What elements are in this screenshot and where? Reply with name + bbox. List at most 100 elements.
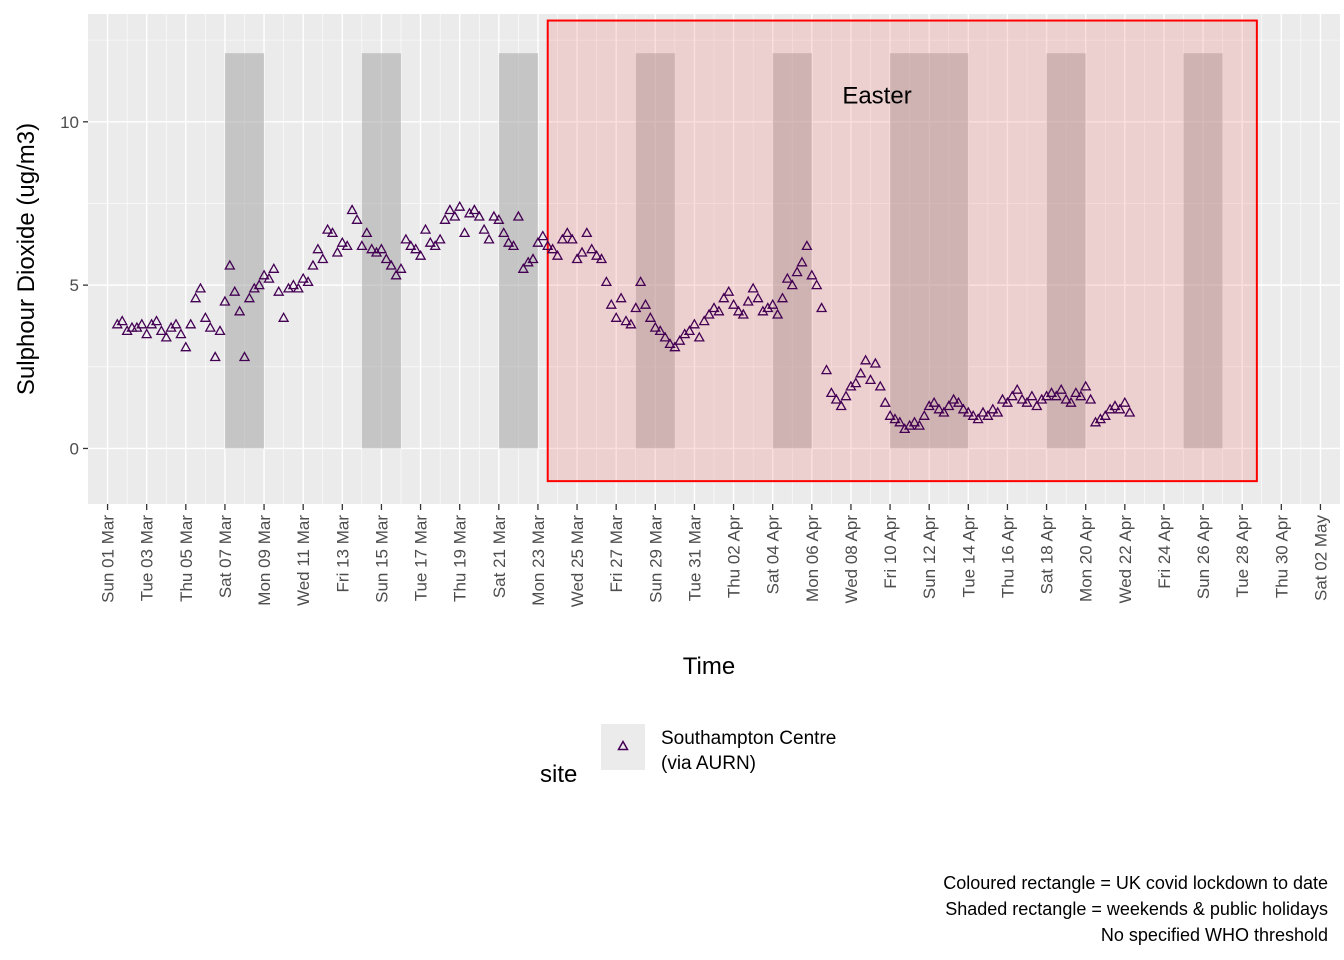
data-point bbox=[776, 292, 789, 303]
data-point bbox=[757, 305, 769, 316]
data-point bbox=[742, 295, 754, 306]
data-point bbox=[522, 256, 534, 267]
data-point bbox=[1021, 396, 1033, 407]
data-point bbox=[229, 285, 241, 296]
x-tick-label: Mon 23 Mar bbox=[529, 515, 548, 606]
data-point bbox=[551, 249, 564, 260]
data-point bbox=[566, 233, 578, 244]
data-point bbox=[537, 230, 549, 241]
data-point bbox=[424, 236, 436, 247]
x-axis-title: Time bbox=[683, 653, 735, 680]
data-point bbox=[204, 321, 216, 332]
data-point bbox=[586, 243, 598, 254]
data-point bbox=[346, 204, 358, 215]
data-point bbox=[786, 279, 798, 290]
legend-key bbox=[601, 724, 645, 770]
data-point bbox=[610, 311, 622, 322]
data-point bbox=[317, 253, 329, 264]
data-point bbox=[209, 351, 221, 362]
data-point bbox=[634, 276, 647, 287]
data-point bbox=[312, 243, 324, 254]
data-point bbox=[375, 243, 388, 254]
data-point bbox=[483, 233, 495, 244]
data-point bbox=[771, 308, 784, 319]
shaded-periods bbox=[224, 53, 1223, 449]
legend: site Southampton Centre (via AURN) bbox=[540, 724, 836, 788]
data-point bbox=[669, 341, 681, 352]
data-point bbox=[708, 302, 720, 313]
data-point bbox=[116, 315, 128, 326]
data-point bbox=[473, 210, 485, 221]
data-point bbox=[703, 308, 715, 319]
data-point bbox=[380, 253, 392, 264]
note-who: No specified WHO threshold bbox=[1101, 925, 1328, 945]
data-point bbox=[189, 292, 202, 303]
data-point bbox=[928, 396, 940, 407]
x-tick-label: Sat 04 Apr bbox=[764, 515, 783, 595]
data-point bbox=[248, 282, 260, 293]
x-tick-label: Sun 12 Apr bbox=[920, 515, 939, 599]
data-point bbox=[840, 390, 852, 401]
data-point bbox=[429, 240, 441, 251]
data-point bbox=[806, 269, 818, 280]
data-point bbox=[273, 285, 285, 296]
shaded-period-7 bbox=[1183, 53, 1223, 449]
data-point bbox=[434, 233, 446, 244]
data-point bbox=[219, 295, 231, 306]
data-point bbox=[546, 243, 559, 254]
data-point bbox=[654, 325, 666, 336]
data-point bbox=[165, 321, 177, 332]
x-tick-label: Thu 05 Mar bbox=[177, 515, 196, 602]
data-point bbox=[674, 334, 686, 345]
data-point bbox=[859, 354, 872, 365]
data-point bbox=[688, 318, 701, 329]
data-point bbox=[732, 305, 745, 316]
data-point bbox=[595, 253, 608, 264]
x-tick-label: Tue 31 Mar bbox=[685, 515, 704, 602]
data-point bbox=[957, 403, 970, 414]
x-tick-label: Tue 14 Apr bbox=[959, 515, 978, 598]
legend-title: site bbox=[540, 761, 577, 788]
data-point bbox=[762, 302, 774, 313]
data-point bbox=[639, 298, 652, 309]
data-point bbox=[180, 341, 192, 352]
lockdown-rect-group bbox=[546, 19, 1258, 483]
x-tick-label: Sat 02 May bbox=[1311, 515, 1330, 601]
data-point bbox=[908, 416, 921, 427]
data-point bbox=[532, 236, 544, 247]
data-point bbox=[723, 285, 735, 296]
x-tick-label: Thu 19 Mar bbox=[451, 515, 470, 602]
note-shaded: Shaded rectangle = weekends & public hol… bbox=[945, 899, 1328, 919]
data-point bbox=[718, 292, 730, 303]
x-tick-label: Fri 24 Apr bbox=[1155, 515, 1174, 589]
data-point bbox=[982, 409, 994, 420]
data-point bbox=[175, 328, 187, 339]
data-point bbox=[835, 400, 847, 411]
data-point bbox=[517, 262, 529, 273]
data-point bbox=[918, 409, 930, 420]
x-tick-label: Mon 09 Mar bbox=[255, 515, 274, 606]
data-point bbox=[791, 266, 803, 277]
data-point bbox=[351, 213, 363, 224]
data-point bbox=[439, 213, 451, 224]
data-point bbox=[864, 374, 877, 385]
data-point bbox=[576, 246, 588, 257]
data-point bbox=[923, 400, 935, 411]
data-point bbox=[1119, 396, 1131, 407]
data-point bbox=[493, 213, 505, 224]
x-tick-label: Wed 11 Mar bbox=[294, 515, 313, 606]
data-point bbox=[385, 259, 397, 270]
y-tick-label: 0 bbox=[70, 439, 79, 458]
data-point bbox=[507, 240, 520, 251]
data-point bbox=[561, 227, 573, 238]
data-point bbox=[498, 227, 510, 238]
data-point bbox=[395, 262, 407, 273]
data-point bbox=[1016, 393, 1028, 404]
x-tick-label: Sat 07 Mar bbox=[216, 515, 235, 598]
data-point bbox=[321, 223, 334, 234]
data-point bbox=[185, 318, 197, 329]
data-point bbox=[737, 308, 749, 319]
data-point bbox=[556, 233, 569, 244]
x-axis-ticks: Sun 01 Mar Tue 03 Mar Thu 05 Mar Sat 07 Mar… bbox=[99, 504, 1330, 607]
